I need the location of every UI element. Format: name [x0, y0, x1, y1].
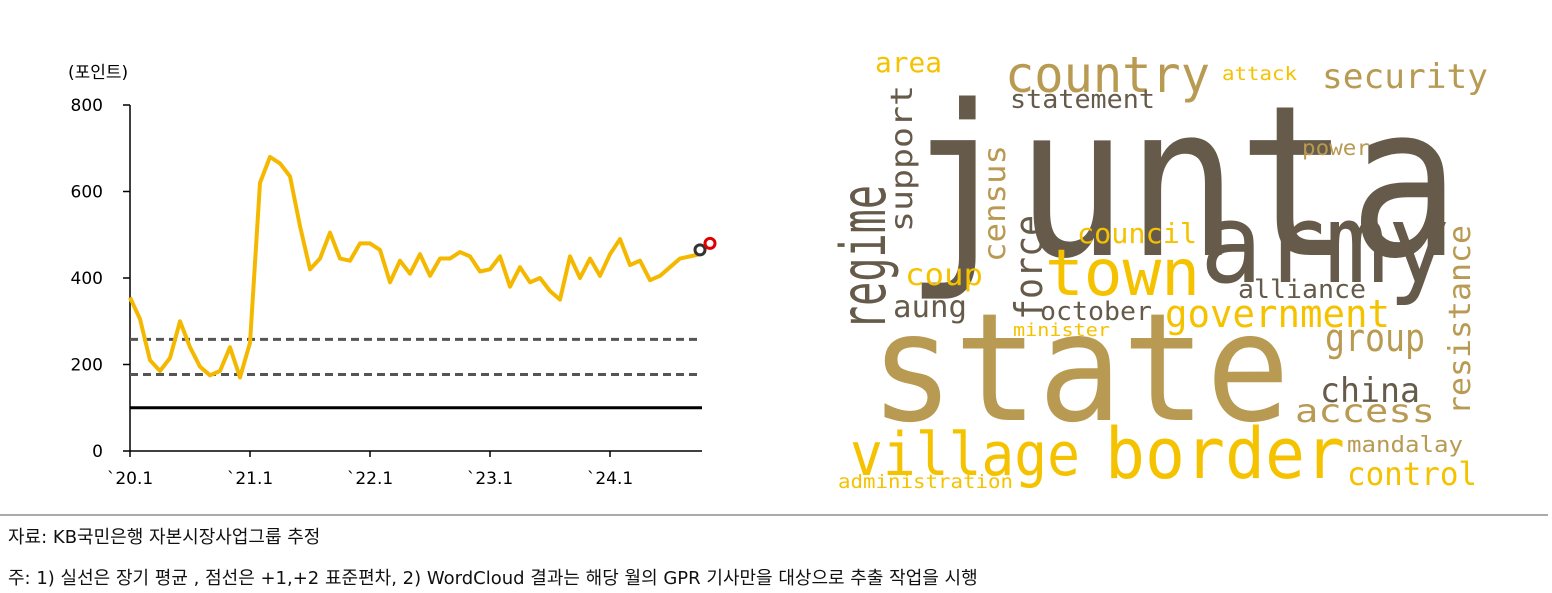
word: mandalay [1347, 433, 1463, 458]
y-tick-label: 0 [92, 442, 103, 462]
marker [693, 243, 707, 257]
word: census [978, 145, 1013, 262]
word: minister [1013, 320, 1110, 341]
word: control [1347, 455, 1477, 493]
footnote: 주: 1) 실선은 장기 평균 , 점선은 +1,+2 표준편차, 2) Wor… [8, 568, 978, 589]
word: access [1295, 392, 1435, 430]
y-tick-label: 200 [71, 356, 103, 376]
marker [703, 236, 717, 250]
word: resistance [1443, 225, 1478, 415]
word: group [1325, 316, 1425, 360]
word: attack [1222, 63, 1298, 85]
word: border [1105, 413, 1345, 495]
word: village [850, 420, 1080, 490]
word: force [1007, 215, 1051, 320]
word: alliance [1238, 275, 1366, 305]
x-tick-label: `24.1 [587, 469, 633, 489]
word: town [1045, 237, 1200, 311]
word: state [870, 282, 1290, 456]
word: october [1040, 297, 1152, 327]
data-line [128, 154, 701, 380]
source-note: 자료: KB국민은행 자본시장사업그룹 추정 [8, 527, 320, 548]
word: administration [838, 471, 1013, 493]
word: regime [827, 185, 900, 330]
word: power [1302, 136, 1370, 160]
word: support [885, 85, 920, 232]
x-tick-label: `22.1 [347, 469, 393, 489]
word: area [875, 46, 942, 79]
x-tick-label: `20.1 [107, 469, 153, 489]
word: council [1077, 217, 1197, 250]
word: aung [893, 290, 967, 325]
word: country [1005, 46, 1210, 104]
y-tick-label: 800 [71, 96, 103, 116]
word: security [1322, 57, 1488, 97]
y-axis-label: (포인트) [68, 63, 128, 83]
x-tick-label: `21.1 [227, 469, 273, 489]
y-tick-label: 600 [71, 183, 103, 203]
word: coup [905, 258, 983, 293]
x-tick-label: `23.1 [467, 469, 513, 489]
word: army [1200, 180, 1450, 308]
word: china [1320, 371, 1420, 411]
word: statement [1010, 85, 1155, 115]
word: junta [905, 60, 1460, 305]
word: government [1165, 292, 1390, 336]
y-tick-label: 400 [71, 269, 103, 289]
